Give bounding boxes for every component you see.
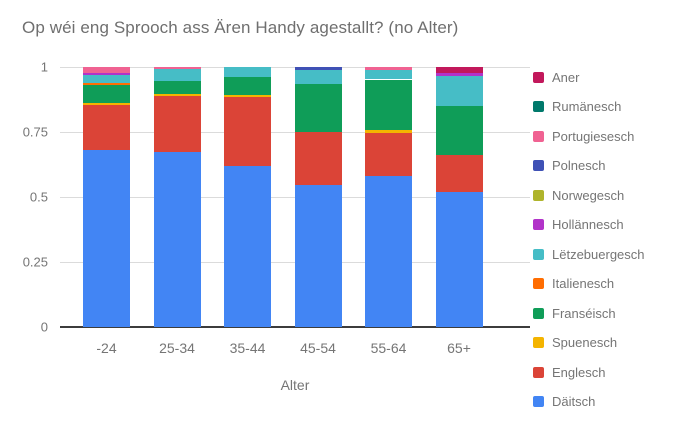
legend-swatch-icon: [533, 160, 544, 171]
chart-title[interactable]: Op wéi eng Sprooch ass Ären Handy agesta…: [22, 18, 459, 37]
bar-segment[interactable]: [365, 67, 412, 70]
x-axis-baseline: [60, 326, 530, 328]
legend-item[interactable]: Rumänesch: [533, 95, 621, 119]
x-axis-tick-label: 65+: [447, 340, 471, 356]
legend-item[interactable]: Spuenesch: [533, 331, 617, 355]
legend-label: Franséisch: [552, 305, 616, 321]
legend-item[interactable]: Lëtzebuergesch: [533, 242, 645, 266]
legend-item[interactable]: Portugiesesch: [533, 124, 634, 148]
legend-swatch-icon: [533, 337, 544, 348]
legend-label: Portugiesesch: [552, 128, 635, 144]
bar-segment[interactable]: [435, 72, 483, 77]
bar-segment[interactable]: [83, 67, 130, 73]
plot-area: [60, 67, 530, 328]
bar-segment[interactable]: [435, 67, 483, 73]
y-axis-tick-label: 0.75: [22, 124, 48, 140]
y-axis: 1 0.75 0.5 0.25 0: [8, 0, 48, 421]
y-axis-tick-label: 0.5: [29, 189, 48, 205]
bar-segment[interactable]: [224, 94, 271, 97]
bar-segment[interactable]: [153, 67, 201, 70]
legend-item[interactable]: Italienesch: [533, 272, 614, 296]
legend-label: Englesch: [552, 364, 606, 380]
legend-swatch-icon: [533, 366, 544, 378]
legend-label: Däitsch: [552, 394, 596, 409]
legend-label: Lëtzebuergesch: [552, 246, 645, 262]
bar-segment[interactable]: [224, 67, 271, 77]
legend-item[interactable]: Aner: [533, 65, 579, 89]
bar-segment[interactable]: [153, 95, 201, 152]
legend-label: Norwegesch: [552, 187, 625, 203]
legend-label: Hollännesch: [552, 217, 624, 232]
bar-segment[interactable]: [365, 176, 412, 327]
bar-segment[interactable]: [153, 93, 201, 96]
bar-segment[interactable]: [435, 155, 483, 192]
bar-segment[interactable]: [294, 67, 342, 70]
bar-segment[interactable]: [153, 81, 201, 94]
legend-swatch-icon: [533, 396, 544, 407]
bar-segment[interactable]: [435, 76, 483, 106]
bar-segment[interactable]: [435, 191, 483, 327]
bar-segment[interactable]: [83, 72, 130, 76]
x-axis-tick-label: -24: [96, 340, 117, 356]
bar-segment[interactable]: [224, 96, 271, 166]
legend-swatch-icon: [533, 189, 544, 201]
bar-segment[interactable]: [365, 69, 412, 80]
bar-segment[interactable]: [294, 69, 342, 84]
x-axis-tick-label: 35-44: [229, 340, 266, 356]
x-axis-tick-label: 25-34: [159, 340, 195, 356]
bar-segment[interactable]: [224, 165, 271, 327]
bar-segment[interactable]: [294, 184, 342, 327]
bar-column--24: [83, 67, 130, 327]
bar-segment[interactable]: [224, 76, 271, 95]
bar-segment[interactable]: [294, 132, 342, 185]
x-axis-tick-label: 55-64: [370, 340, 407, 356]
legend-swatch-icon: [533, 307, 544, 319]
bar-segment[interactable]: [83, 83, 130, 86]
bar-segment[interactable]: [435, 106, 483, 156]
bar-segment[interactable]: [83, 104, 130, 151]
x-axis-tick-label: 45-54: [300, 340, 336, 356]
bar-segment[interactable]: [365, 130, 412, 133]
legend-label: Italienesch: [552, 276, 615, 291]
legend-swatch-icon: [533, 71, 544, 83]
bar-segment[interactable]: [83, 75, 130, 84]
legend-label: Rumänesch: [552, 99, 622, 114]
legend-item[interactable]: Hollännesch: [533, 213, 624, 237]
x-axis-title: Alter: [280, 377, 310, 393]
bar-segment[interactable]: [365, 79, 412, 131]
bar-segment[interactable]: [83, 85, 130, 104]
bar-segment[interactable]: [294, 83, 342, 132]
legend-swatch-icon: [533, 278, 544, 289]
bar-segment[interactable]: [83, 150, 130, 327]
bar-segment[interactable]: [153, 151, 201, 327]
bar-column-45-54: [294, 67, 342, 327]
bar-column-65+: [435, 67, 483, 327]
legend-swatch-icon: [533, 130, 544, 142]
legend-label: Spuenesch: [552, 335, 618, 350]
legend-item[interactable]: Englesch: [533, 360, 605, 384]
bar-segment[interactable]: [153, 69, 201, 82]
legend-label: Polnesch: [552, 158, 606, 173]
legend-swatch-icon: [533, 219, 544, 230]
legend-label: Aner: [552, 69, 580, 85]
bar-column-55-64: [365, 67, 412, 327]
legend-item[interactable]: Franséisch: [533, 301, 616, 325]
legend-swatch-icon: [533, 248, 544, 260]
legend-swatch-icon: [533, 101, 544, 112]
legend-item[interactable]: Polnesch: [533, 154, 605, 178]
y-axis-tick-label: 1: [40, 59, 48, 75]
legend-item[interactable]: Norwegesch: [533, 183, 624, 207]
legend-item[interactable]: Däitsch: [533, 390, 595, 414]
bar-column-25-34: [153, 67, 201, 327]
bar-segment[interactable]: [83, 103, 130, 105]
bar-segment[interactable]: [365, 132, 412, 177]
bar-column-35-44: [224, 67, 271, 327]
y-axis-tick-label: 0: [40, 319, 48, 335]
y-axis-tick-label: 0.25: [22, 254, 48, 270]
